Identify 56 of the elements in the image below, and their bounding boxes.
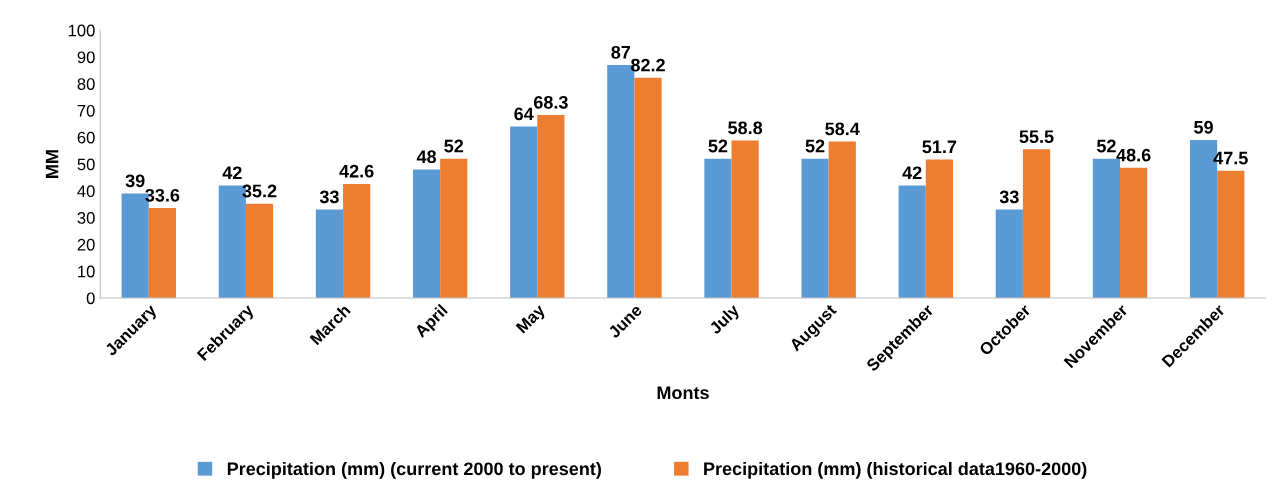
bar — [1120, 167, 1148, 298]
y-tick-label: 40 — [77, 185, 95, 198]
y-tick-label: 0 — [86, 292, 95, 305]
data-label: 42.6 — [339, 164, 374, 178]
bar — [412, 169, 441, 298]
bar — [1217, 170, 1245, 298]
bar — [634, 77, 662, 298]
data-label: 52 — [708, 139, 728, 153]
y-tick-label: 10 — [78, 265, 95, 278]
y-tick-label: 100 — [68, 24, 95, 37]
bar — [440, 158, 468, 298]
data-label: 87 — [611, 45, 631, 59]
legend-label: Precipitation (mm) (current 2000 to present) — [227, 461, 601, 479]
data-label: 55.5 — [1019, 130, 1054, 144]
data-label: 52 — [805, 139, 825, 153]
y-tick-label: 80 — [77, 78, 95, 90]
data-label: 51.7 — [922, 140, 957, 154]
data-label: 64 — [514, 107, 534, 121]
data-label: 39 — [125, 174, 145, 188]
bar — [510, 126, 538, 298]
y-tick-label: 90 — [77, 51, 95, 64]
data-label: 58.8 — [728, 121, 763, 135]
bar — [537, 115, 565, 298]
data-label: 52 — [1096, 139, 1116, 153]
y-tick-label: 50 — [77, 158, 95, 171]
y-tick-label: 70 — [77, 104, 95, 117]
data-label: 59 — [1194, 120, 1213, 134]
bar — [898, 185, 926, 298]
bar — [801, 158, 829, 298]
data-label: 33 — [999, 190, 1019, 204]
bar — [925, 159, 953, 298]
bar — [148, 208, 176, 298]
data-label: 58.4 — [825, 122, 860, 136]
data-label: 48.6 — [1116, 148, 1151, 162]
data-label: 52 — [444, 139, 464, 153]
bar — [828, 141, 856, 298]
data-label: 82.2 — [631, 58, 665, 72]
data-label: 33.6 — [145, 188, 180, 202]
y-tick-label: 20 — [77, 238, 95, 251]
legend-label: Precipitation (mm) (historical data1960-2000) — [704, 461, 1087, 479]
data-label: 48 — [416, 150, 437, 164]
data-label: 33 — [319, 190, 339, 204]
bar — [704, 158, 732, 298]
data-label: 68.3 — [533, 95, 568, 109]
bar — [1022, 149, 1051, 298]
x-axis-title: Monts — [657, 386, 709, 400]
data-label: 42 — [222, 166, 242, 179]
bar — [731, 140, 759, 298]
data-label: 42 — [902, 166, 922, 179]
bar — [995, 209, 1023, 298]
y-tick-label: 60 — [77, 131, 95, 144]
y-tick-label: 30 — [77, 212, 95, 224]
bar — [343, 183, 371, 298]
bar — [245, 203, 274, 298]
bar — [315, 209, 344, 298]
y-axis-title: MM — [45, 150, 59, 178]
